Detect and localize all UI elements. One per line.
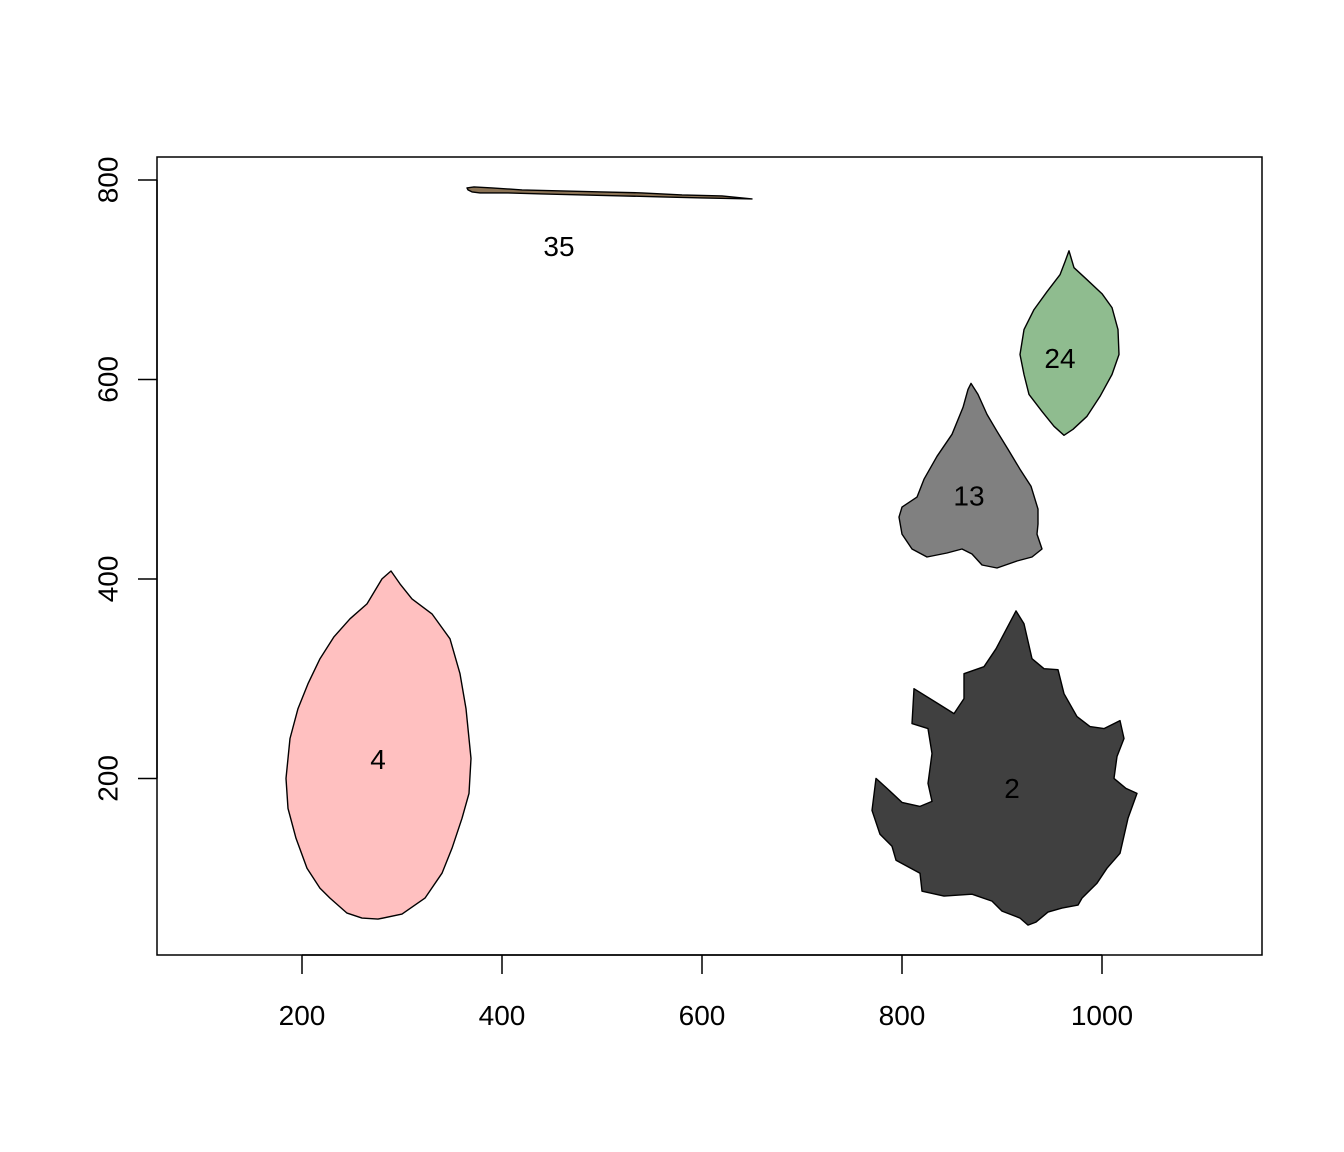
x-axis: 200 400 600 800 1000: [279, 954, 1133, 1031]
leaf-shape-13: [898, 382, 1043, 569]
leaf-shape-35: [466, 186, 753, 200]
x-tick-label: 200: [279, 1000, 326, 1031]
x-tick-label: 800: [879, 1000, 926, 1031]
shapes-layer: [285, 186, 1138, 926]
shape-label-13: 13: [953, 480, 984, 511]
shape-label-2: 2: [1004, 773, 1020, 804]
y-tick-label: 400: [92, 556, 123, 603]
leaf-shape-4: [285, 570, 472, 920]
y-tick-label: 800: [92, 157, 123, 204]
leaf-shape-2: [871, 610, 1138, 926]
shape-labels-layer: 35 24 13 4 2: [370, 231, 1075, 804]
x-tick-label: 1000: [1071, 1000, 1133, 1031]
y-tick-label: 200: [92, 755, 123, 802]
leaf-shape-24: [1019, 250, 1120, 436]
shape-label-4: 4: [370, 744, 386, 775]
y-tick-label: 600: [92, 356, 123, 403]
x-tick-label: 600: [679, 1000, 726, 1031]
shape-label-35: 35: [543, 231, 574, 262]
y-axis: 200 400 600 800: [92, 157, 158, 802]
x-tick-label: 400: [479, 1000, 526, 1031]
shape-label-24: 24: [1044, 343, 1075, 374]
